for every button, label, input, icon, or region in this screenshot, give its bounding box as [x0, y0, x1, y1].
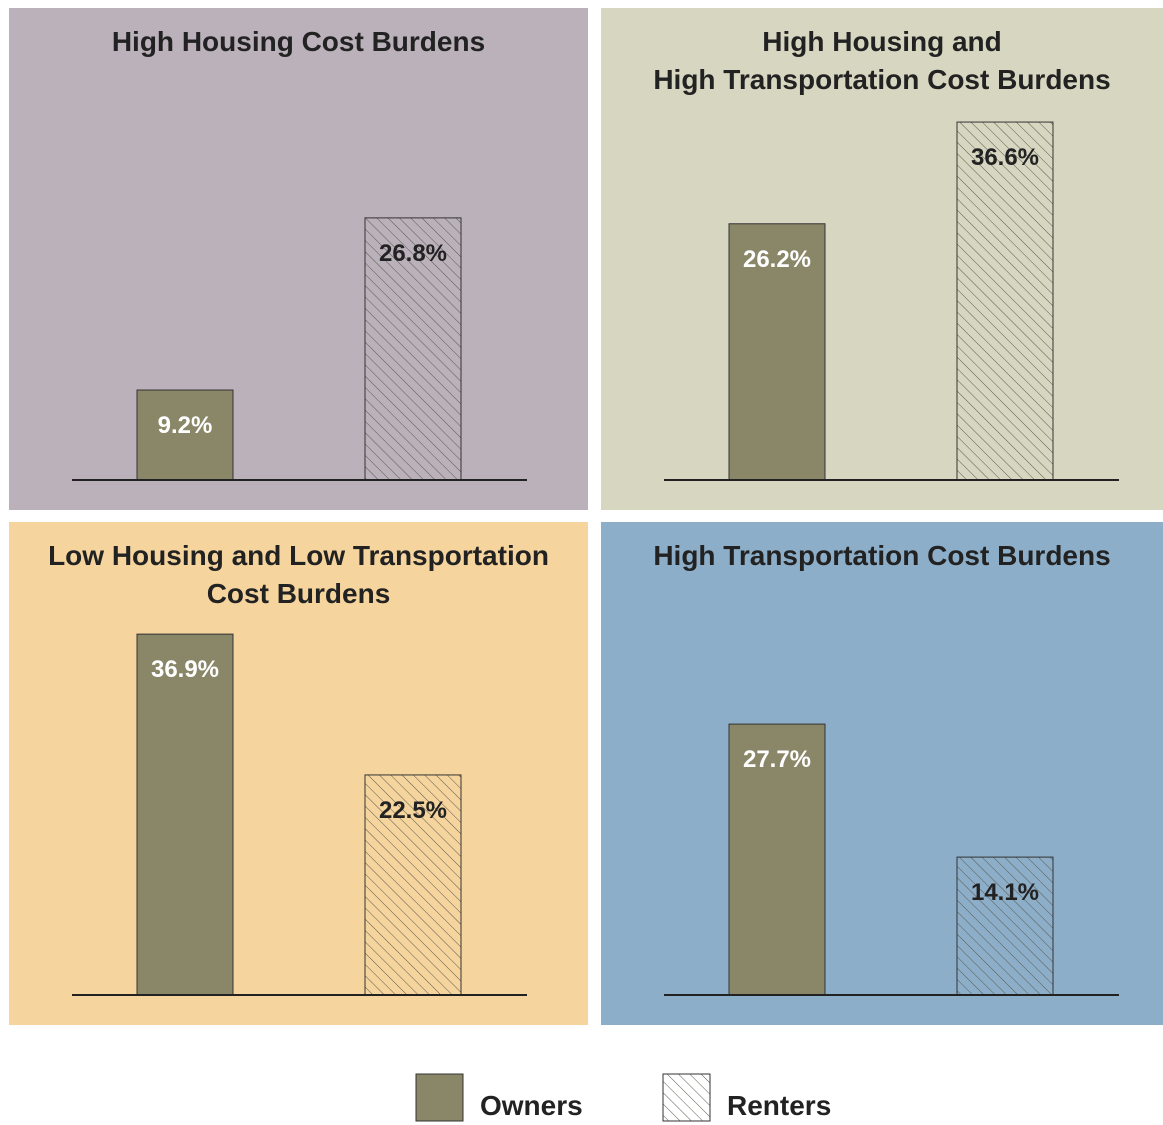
value-label: 36.6% [971, 144, 1039, 171]
bar [728, 223, 826, 481]
chart-title: Cost Burdens [207, 578, 391, 609]
bar [364, 774, 462, 996]
value-label: 14.1% [971, 879, 1039, 906]
chart-title: High Housing and [762, 26, 1002, 57]
bar [136, 633, 234, 996]
bar [364, 217, 462, 481]
value-label: 27.7% [743, 746, 811, 773]
chart-title: Low Housing and Low Transportation [48, 540, 549, 571]
value-label: 22.5% [379, 797, 447, 824]
legend-swatch [415, 1073, 464, 1122]
legend-label: Renters [727, 1090, 831, 1121]
bar [136, 389, 234, 481]
bar [956, 121, 1054, 481]
panel-background [601, 8, 1163, 510]
legend-swatch [662, 1073, 711, 1122]
panel-background [9, 522, 588, 1025]
chart-title: High Housing Cost Burdens [112, 26, 485, 57]
bar [956, 856, 1054, 996]
value-label: 26.8% [379, 240, 447, 267]
panel-background [9, 8, 588, 510]
chart-title: High Transportation Cost Burdens [653, 64, 1110, 95]
chart-title: High Transportation Cost Burdens [653, 540, 1110, 571]
panel-background [601, 522, 1163, 1025]
legend-label: Owners [480, 1090, 583, 1121]
value-label: 26.2% [743, 246, 811, 273]
value-label: 36.9% [151, 656, 219, 683]
value-label: 9.2% [158, 412, 213, 439]
